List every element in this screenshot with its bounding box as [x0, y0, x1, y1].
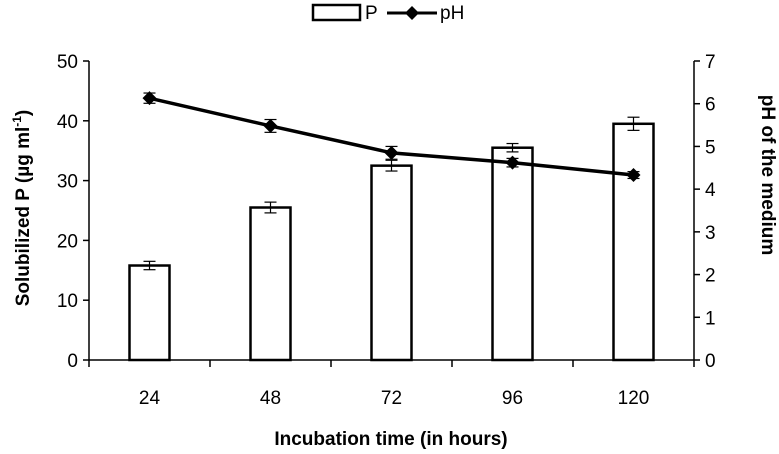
legend: P pH [311, 3, 464, 24]
x-tick-label: 72 [381, 388, 402, 409]
y-tick-label-right: 7 [705, 52, 716, 73]
y-tick-label-left: 20 [57, 231, 78, 252]
bar-p [249, 206, 292, 362]
marker-ph [384, 145, 399, 160]
y-axis-title-right: pH of the medium [757, 95, 778, 255]
x-tick-label: 96 [502, 388, 523, 409]
legend-label-ph: pH [440, 3, 464, 24]
y-tick-label-right: 3 [705, 223, 716, 244]
y-tick-label-right: 2 [705, 266, 716, 287]
plot-area: 0 10 20 30 40 50 0 1 2 3 4 5 6 7 24 48 72 96 120 [57, 52, 716, 409]
bar-p [612, 122, 655, 362]
y-axis-title-left-main: Solubilized P (µg ml [13, 127, 34, 307]
y-tick-label-right: 0 [705, 351, 716, 372]
x-tick-label: 48 [260, 388, 281, 409]
y-tick-label-left: 40 [57, 112, 78, 133]
x-tick-label: 24 [139, 388, 161, 409]
bar-p [128, 264, 171, 362]
bar-p [491, 146, 534, 362]
y-tick-label-left: 50 [57, 52, 78, 73]
y-tick-label-right: 6 [705, 95, 716, 116]
y-axis-title-left-sup: -1 [10, 116, 24, 127]
marker-ph [626, 168, 641, 183]
y-axis-title-left: Solubilized P (µg ml-1) [10, 110, 34, 307]
y-tick-label-left: 30 [57, 172, 78, 193]
x-tick-label: 120 [618, 388, 650, 409]
y-tick-label-left: 10 [57, 291, 78, 312]
x-axis-title: Incubation time (in hours) [274, 429, 507, 450]
y-tick-label-right: 4 [705, 180, 716, 201]
marker-ph [505, 155, 520, 170]
legend-marker-ph [405, 6, 419, 20]
marker-ph [263, 118, 278, 133]
y-axis-title-left-tail: ) [13, 110, 34, 116]
y-tick-label-right: 1 [705, 308, 716, 329]
marker-ph [142, 91, 157, 106]
bar-p [370, 164, 413, 362]
y-tick-label-left: 0 [67, 351, 78, 372]
legend-swatch-p [311, 3, 362, 22]
y-tick-label-right: 5 [705, 137, 716, 158]
legend-label-p: P [365, 3, 378, 24]
